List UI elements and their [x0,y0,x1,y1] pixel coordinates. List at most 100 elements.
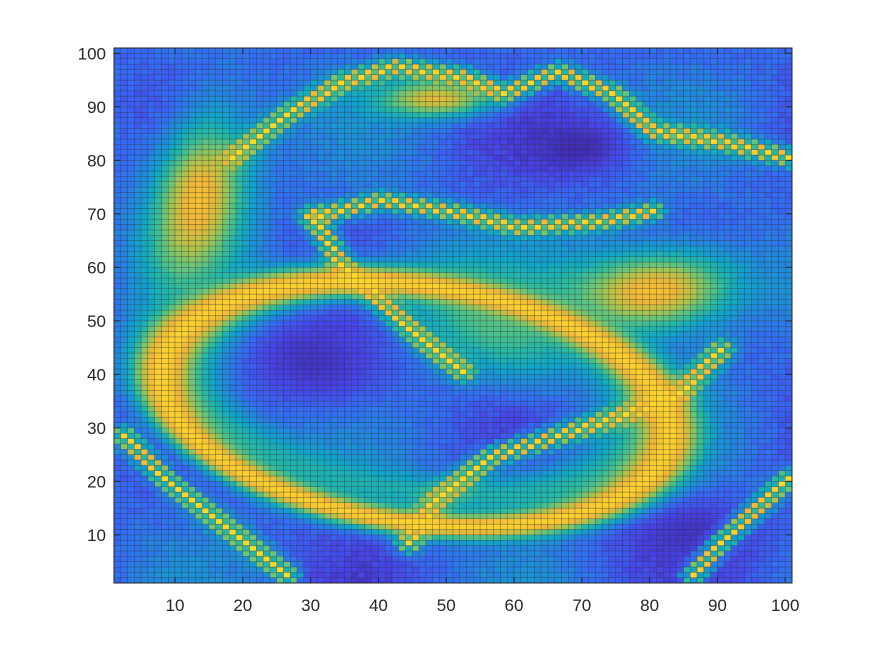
heatmap-cell [507,422,515,429]
heatmap-cell [656,400,664,407]
heatmap-cell [235,427,244,434]
heatmap-cell [432,416,440,423]
heatmap-cell [513,438,522,445]
heatmap-cell [120,363,128,370]
heatmap-cell [235,358,244,364]
heatmap-cell [344,577,352,584]
heatmap-cell [635,416,644,423]
heatmap-cell [540,465,549,471]
heatmap-cell [378,432,386,439]
heatmap-cell [669,438,677,445]
heatmap-cell [262,475,271,482]
heatmap-cell [751,449,759,455]
heatmap-cell [540,449,549,455]
heatmap-cell [317,561,325,568]
heatmap-cell [229,465,237,471]
heatmap-cell [351,358,359,364]
heatmap-cell [283,325,291,332]
heatmap-cell [568,438,576,445]
heatmap-cell [439,507,447,514]
heatmap-cell [425,379,433,386]
heatmap-cell [601,390,610,396]
heatmap-cell [690,342,698,348]
heatmap-cell [425,411,433,418]
heatmap-cell [188,486,196,493]
heatmap-cell [120,422,128,429]
heatmap-cell [669,336,677,343]
heatmap-cell [188,534,196,541]
heatmap-cell [344,454,352,461]
heatmap-cell [154,486,162,493]
heatmap-cell [222,331,230,338]
heatmap-cell [696,427,705,434]
heatmap-cell [690,566,698,573]
heatmap-cell [222,518,230,525]
heatmap-cell [520,545,528,552]
heatmap-cell [425,529,433,536]
heatmap-cell [540,411,549,418]
heatmap-cell [296,545,305,552]
heatmap-cell [500,459,508,466]
heatmap-cell [710,400,718,407]
heatmap-cell [188,325,196,332]
heatmap-cell [283,449,291,455]
heatmap-cell [696,550,705,557]
heatmap-cell [581,449,589,455]
heatmap-cell [493,438,501,445]
heatmap-cell [473,363,481,370]
heatmap-cell [357,572,366,578]
heatmap-cell [262,566,271,573]
heatmap-cell [351,363,359,370]
heatmap-cell [371,325,379,332]
heatmap-cell [656,539,664,546]
heatmap-cell [764,384,772,391]
heatmap-cell [540,481,549,487]
heatmap-cell [696,363,705,370]
heatmap-cell [425,336,433,343]
heatmap-cell [751,566,759,573]
heatmap-cell [323,486,332,493]
heatmap-cell [554,379,562,386]
heatmap-cell [459,427,467,434]
heatmap-cell [188,491,196,498]
heatmap-cell [540,325,549,332]
heatmap-cell [262,352,271,359]
heatmap-cell [310,374,318,380]
heatmap-cell [459,358,467,364]
heatmap-cell [195,325,203,332]
heatmap-cell [303,438,311,445]
heatmap-cell [649,465,657,471]
heatmap-cell [140,363,149,370]
heatmap-cell [249,342,257,348]
heatmap-cell [229,342,237,348]
heatmap-cell [540,561,549,568]
heatmap-cell [473,325,481,332]
heatmap-cell [290,518,298,525]
heatmap-cell [683,481,691,487]
heatmap-cell [113,395,122,402]
heatmap-cell [696,449,705,455]
heatmap-cell [662,545,671,552]
heatmap-cell [113,465,122,471]
heatmap-cell [384,422,393,429]
heatmap-cell [181,556,189,562]
heatmap-cell [364,449,372,455]
heatmap-cell [493,497,501,503]
heatmap-cell [690,363,698,370]
heatmap-cell [751,465,759,471]
heatmap-cell [568,347,576,354]
heatmap-cell [208,325,216,332]
heatmap-cell [757,422,766,429]
heatmap-cell [351,374,359,380]
heatmap-cell [751,395,759,402]
heatmap-cell [710,443,718,450]
heatmap-cell [391,572,399,578]
heatmap-cell [161,561,169,568]
heatmap-cell [344,422,352,429]
heatmap-cell [703,368,711,375]
heatmap-cell [696,529,705,536]
heatmap-cell [717,550,725,557]
heatmap-cell [412,566,420,573]
heatmap-cell [486,368,494,375]
heatmap-cell [452,502,461,509]
